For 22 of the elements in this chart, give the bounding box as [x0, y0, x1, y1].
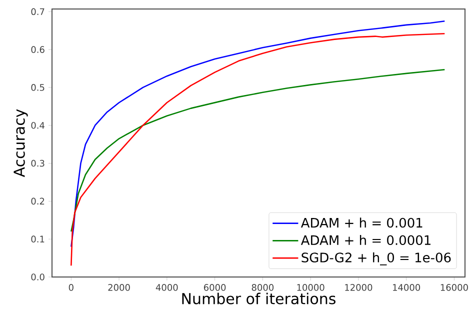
y-tick-label: 0.6	[31, 46, 44, 53]
y-tick-label: 0.2	[31, 198, 44, 205]
x-tick-label: 10000	[297, 284, 324, 291]
legend-label: ADAM + h = 0.001	[300, 218, 422, 228]
x-tick-label: 0	[68, 284, 74, 291]
y-tick-label: 0.1	[31, 236, 44, 242]
x-tick-label: 8000	[252, 284, 274, 291]
y-tick-label: 0.0	[31, 274, 44, 280]
y-tick-label: 0.7	[31, 8, 44, 16]
y-axis-title: Accuracy	[14, 109, 28, 178]
x-tick-label: 4000	[156, 284, 178, 291]
x-tick-label: 16000	[440, 284, 468, 291]
y-tick-label: 0.4	[31, 122, 44, 129]
legend-label: SGD-G2 + h_0 = 1e-06	[302, 252, 451, 266]
legend-label: ADAM + h = 0.0001	[300, 234, 430, 246]
x-tick-label: 12000	[345, 284, 372, 291]
y-tick-label: 0.3	[31, 160, 44, 167]
x-tick-label: 14000	[393, 284, 420, 291]
x-tick-label: 2000	[108, 284, 130, 291]
x-tick-label: 6000	[204, 284, 226, 291]
x-axis-title: Number of iterations	[182, 292, 336, 304]
y-tick-label: 0.5	[31, 84, 44, 91]
